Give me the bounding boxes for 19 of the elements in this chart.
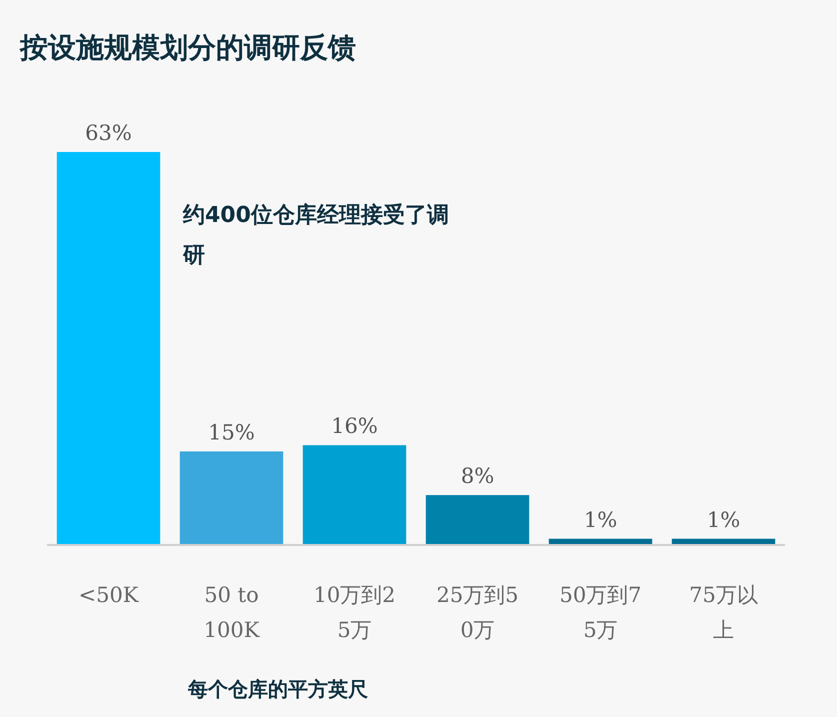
data-label: 1% bbox=[706, 508, 740, 532]
chart-title: 按设施规模划分的调研反馈 bbox=[19, 31, 356, 64]
data-label: 63% bbox=[85, 121, 132, 145]
annotation: 约400位仓库经理接受了调研 bbox=[182, 202, 449, 268]
bar bbox=[180, 451, 284, 545]
x-tick-label: 25万到50万 bbox=[436, 583, 519, 642]
x-axis-title: 每个仓库的平方英尺 bbox=[187, 677, 368, 701]
bar bbox=[302, 445, 406, 545]
x-tick-label: 50万到75万 bbox=[559, 583, 642, 642]
bar bbox=[426, 495, 530, 545]
data-label: 1% bbox=[584, 508, 618, 532]
data-label: 16% bbox=[331, 414, 378, 438]
x-tick-label: 50 to 100K bbox=[204, 583, 260, 642]
data-label: 8% bbox=[460, 464, 494, 488]
x-tick-label: 75万以上 bbox=[689, 583, 758, 642]
bar bbox=[56, 152, 160, 545]
x-tick-label: <50K bbox=[78, 583, 139, 607]
x-tick-label: 10万到25万 bbox=[313, 583, 396, 642]
data-label: 15% bbox=[208, 420, 255, 444]
